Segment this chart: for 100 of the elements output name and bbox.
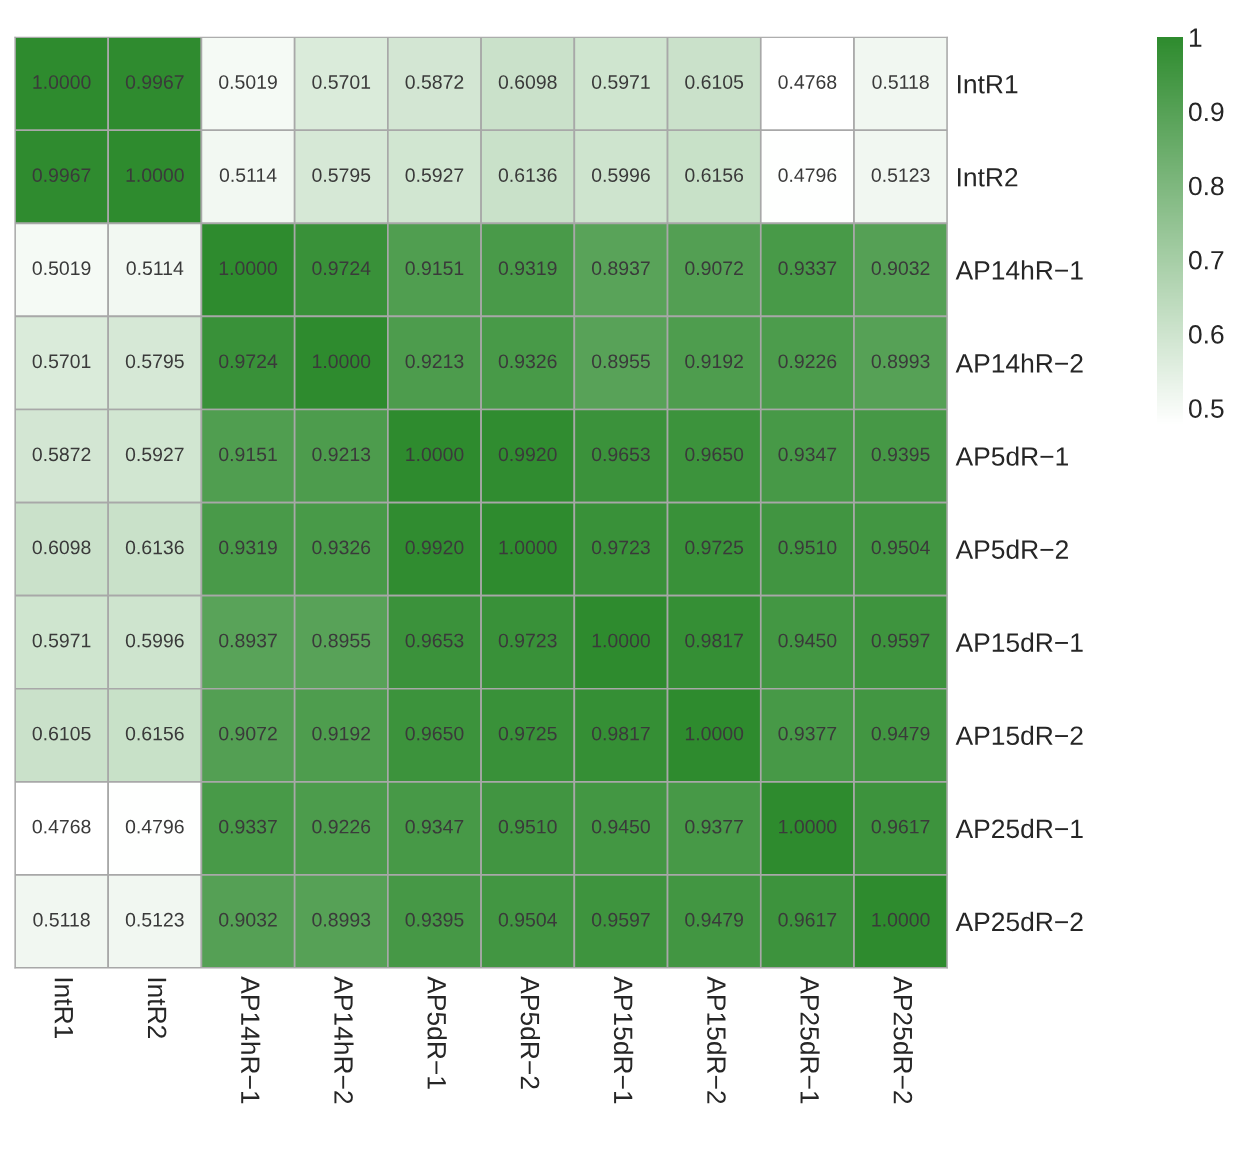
data-label: 0.9395 — [405, 912, 464, 927]
data-label: 0.9510 — [778, 540, 837, 555]
x-tick-label: AP15dR−2 — [707, 976, 727, 1104]
data-label: 0.5019 — [32, 261, 91, 276]
data-label: 0.9032 — [219, 912, 277, 927]
data-label: 0.5123 — [125, 912, 184, 927]
data-label: 0.4768 — [32, 819, 91, 834]
data-label: 0.9724 — [219, 354, 278, 369]
data-label: 0.9617 — [778, 912, 837, 927]
data-label: 0.9347 — [405, 819, 464, 834]
data-label: 0.5019 — [219, 75, 277, 89]
x-tick-label: AP15dR−1 — [613, 976, 634, 1104]
data-label: 0.5971 — [32, 633, 91, 648]
x-tick-label: AP14hR−1 — [241, 976, 261, 1104]
x-tick-label: IntR2 — [147, 978, 167, 1039]
data-label: 1.0000 — [592, 633, 650, 648]
y-tick-label: AP15dR−1 — [955, 632, 1083, 652]
data-label: 0.4768 — [778, 75, 837, 89]
data-label: 0.9725 — [685, 540, 744, 555]
x-tick-label: AP14hR−2 — [334, 976, 354, 1104]
data-label: 0.9192 — [685, 354, 743, 369]
data-label: 0.9213 — [405, 354, 464, 369]
data-label: 0.5996 — [125, 633, 184, 648]
data-label: 1.0000 — [499, 540, 557, 555]
data-label: 1.0000 — [685, 726, 744, 741]
data-label: 0.9192 — [312, 726, 371, 741]
color-bar-label: 0.5 — [1189, 399, 1224, 418]
data-label: 0.9151 — [405, 261, 464, 276]
data-label: 0.5701 — [312, 75, 371, 89]
x-tick-label: AP5dR−1 — [427, 976, 447, 1089]
y-tick-label: AP5dR−1 — [955, 446, 1068, 466]
data-label: 0.5927 — [125, 447, 184, 462]
data-label: 0.9072 — [685, 261, 743, 276]
data-label: 0.5114 — [126, 261, 184, 276]
data-label: 0.9319 — [498, 261, 557, 276]
data-label: 1.0000 — [33, 75, 91, 89]
data-label: 0.9650 — [685, 447, 744, 462]
data-label: 0.9326 — [312, 540, 371, 555]
data-label: 0.9151 — [219, 447, 277, 462]
data-label: 1.0000 — [406, 447, 464, 462]
color-bar-label: 0.9 — [1189, 102, 1224, 122]
data-label: 0.9967 — [125, 75, 184, 89]
data-label: 0.9724 — [312, 261, 371, 276]
data-label: 0.6098 — [32, 540, 91, 555]
y-tick-label: AP25dR−2 — [955, 911, 1083, 932]
data-label: 0.4796 — [778, 168, 837, 183]
y-tick-label: AP15dR−2 — [955, 725, 1083, 746]
data-label: 0.6136 — [498, 168, 557, 183]
data-label: 0.6156 — [125, 726, 184, 741]
data-label: 0.5795 — [125, 354, 184, 369]
data-label: 0.5872 — [405, 75, 464, 89]
data-label: 0.9653 — [591, 447, 650, 462]
color-bar-label: 0.8 — [1189, 176, 1224, 196]
data-label: 0.9817 — [591, 726, 650, 741]
color-bar-label: 0.6 — [1189, 325, 1224, 344]
data-label: 0.9337 — [219, 819, 277, 834]
data-label: 0.9723 — [591, 540, 650, 555]
data-label: 0.9967 — [32, 168, 91, 183]
data-label: 0.9213 — [312, 447, 371, 462]
data-label: 0.9377 — [685, 819, 743, 834]
data-label: 0.5701 — [32, 354, 91, 369]
data-label: 0.9226 — [312, 819, 371, 834]
data-label: 0.9450 — [591, 819, 650, 834]
data-label: 0.5123 — [871, 168, 930, 183]
data-label: 0.9920 — [405, 540, 464, 555]
data-label: 0.8955 — [591, 354, 650, 369]
data-label: 0.9817 — [685, 633, 743, 648]
data-label: 0.9226 — [778, 354, 837, 369]
data-label: 0.9504 — [498, 912, 557, 927]
data-label: 0.8937 — [219, 633, 277, 648]
data-label: 0.6098 — [498, 75, 557, 89]
data-label: 0.8993 — [312, 912, 371, 927]
data-label: 0.9319 — [219, 540, 277, 555]
data-label: 0.9377 — [778, 726, 837, 741]
data-label: 0.8993 — [871, 354, 930, 369]
y-tick-label: IntR1 — [958, 75, 1018, 94]
data-label: 0.9723 — [498, 633, 557, 648]
data-label: 0.5118 — [872, 75, 929, 89]
data-label: 0.6136 — [125, 540, 184, 555]
data-label: 0.9920 — [498, 447, 557, 462]
data-label: 1.0000 — [313, 354, 371, 369]
data-label: 0.5971 — [591, 75, 650, 89]
data-label: 0.9597 — [591, 912, 650, 927]
data-label: 0.9347 — [778, 447, 837, 462]
data-label: 1.0000 — [126, 168, 184, 183]
data-label: 0.9597 — [871, 633, 930, 648]
data-label: 0.9479 — [685, 912, 743, 927]
data-label: 0.6105 — [32, 726, 91, 741]
data-label: 0.9504 — [871, 540, 930, 555]
data-label: 0.8937 — [591, 261, 650, 276]
data-label: 0.6105 — [685, 75, 744, 89]
data-label: 0.9617 — [871, 819, 930, 834]
data-label: 1.0000 — [219, 261, 278, 276]
color-bar-label: 1 — [1189, 28, 1202, 47]
data-label: 0.5795 — [312, 168, 371, 183]
data-label: 0.9450 — [778, 633, 837, 648]
data-label: 0.5996 — [591, 168, 650, 183]
data-label: 0.9510 — [498, 819, 557, 834]
x-tick-label: AP25dR−1 — [800, 976, 820, 1104]
y-tick-label: IntR2 — [958, 167, 1018, 187]
